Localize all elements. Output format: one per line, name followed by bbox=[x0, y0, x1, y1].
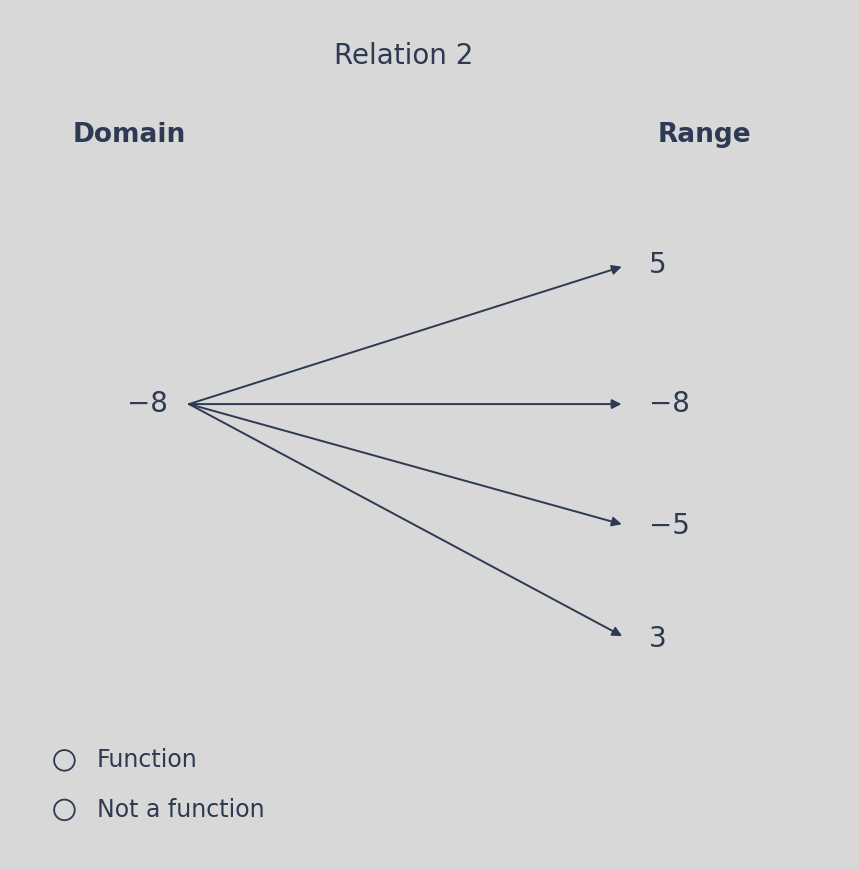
Text: Function: Function bbox=[97, 748, 198, 773]
Text: Not a function: Not a function bbox=[97, 798, 265, 822]
Text: Range: Range bbox=[658, 122, 752, 148]
Text: −5: −5 bbox=[649, 512, 690, 540]
Text: −8: −8 bbox=[126, 390, 168, 418]
Text: 5: 5 bbox=[649, 251, 667, 279]
Text: −8: −8 bbox=[649, 390, 690, 418]
Text: 3: 3 bbox=[649, 625, 667, 653]
Text: Relation 2: Relation 2 bbox=[334, 43, 473, 70]
Text: Domain: Domain bbox=[73, 122, 186, 148]
